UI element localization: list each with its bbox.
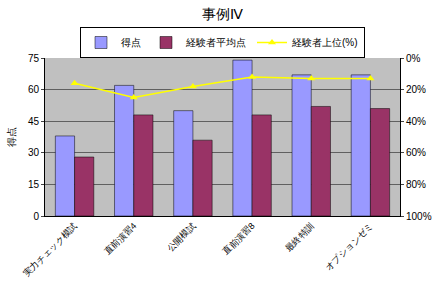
svg-text:100%: 100% <box>406 211 432 222</box>
svg-text:15: 15 <box>28 179 40 190</box>
svg-text:45: 45 <box>28 116 40 127</box>
svg-text:直前演習4: 直前演習4 <box>102 221 138 257</box>
svg-text:60: 60 <box>28 84 40 95</box>
svg-text:直前演習8: 直前演習8 <box>221 221 257 257</box>
svg-text:20%: 20% <box>406 84 426 95</box>
svg-text:オプションゼミ: オプションゼミ <box>323 221 375 273</box>
svg-text:60%: 60% <box>406 147 426 158</box>
svg-text:得点: 得点 <box>6 127 17 147</box>
svg-text:経験者上位(%): 経験者上位(%) <box>291 37 358 48</box>
svg-text:0: 0 <box>33 211 39 222</box>
svg-text:公開模試: 公開模試 <box>165 221 198 254</box>
svg-text:30: 30 <box>28 147 40 158</box>
svg-text:実力チェック模試: 実力チェック模試 <box>21 221 79 279</box>
svg-text:事例Ⅳ: 事例Ⅳ <box>202 6 243 22</box>
svg-text:最終特訓: 最終特訓 <box>283 221 316 254</box>
svg-text:0%: 0% <box>406 53 421 64</box>
svg-text:経験者平均点: 経験者平均点 <box>185 37 246 48</box>
svg-text:40%: 40% <box>406 116 426 127</box>
svg-text:80%: 80% <box>406 179 426 190</box>
svg-text:75: 75 <box>28 53 40 64</box>
svg-text:得点: 得点 <box>121 37 141 48</box>
